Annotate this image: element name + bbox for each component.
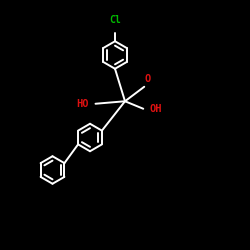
- Text: Cl: Cl: [109, 15, 121, 25]
- Text: HO: HO: [76, 99, 89, 109]
- Text: O: O: [144, 74, 150, 84]
- Text: OH: OH: [150, 104, 162, 114]
